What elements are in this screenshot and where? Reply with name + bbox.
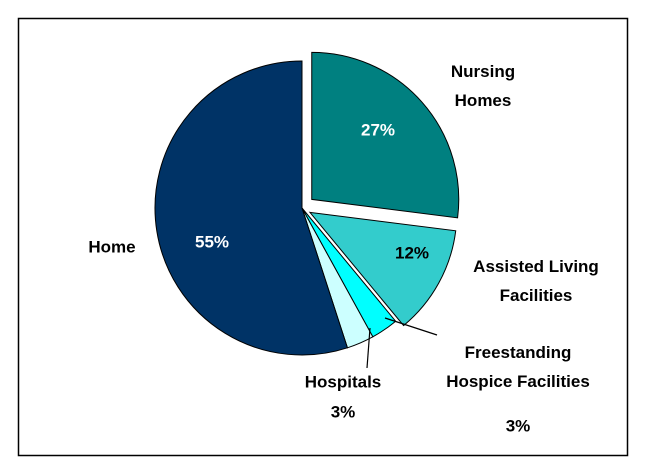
value-label: 3% (330, 402, 356, 422)
category-label: Nursing Homes (450, 62, 516, 110)
leader-line (384, 317, 438, 336)
value-label: 55% (194, 232, 230, 252)
pie-slice (311, 51, 460, 219)
leader-line (366, 327, 371, 369)
category-label: Freestanding Hospice Facilities (446, 343, 590, 391)
pie-slice (154, 60, 349, 356)
pie-slice (308, 211, 457, 327)
value-label: 3% (505, 416, 531, 436)
value-label: 12% (394, 243, 430, 263)
value-label: 27% (360, 120, 396, 140)
category-label: Hospitals (304, 372, 382, 392)
category-label: Assisted Living Facilities (473, 257, 599, 305)
category-label: Home (88, 237, 136, 257)
